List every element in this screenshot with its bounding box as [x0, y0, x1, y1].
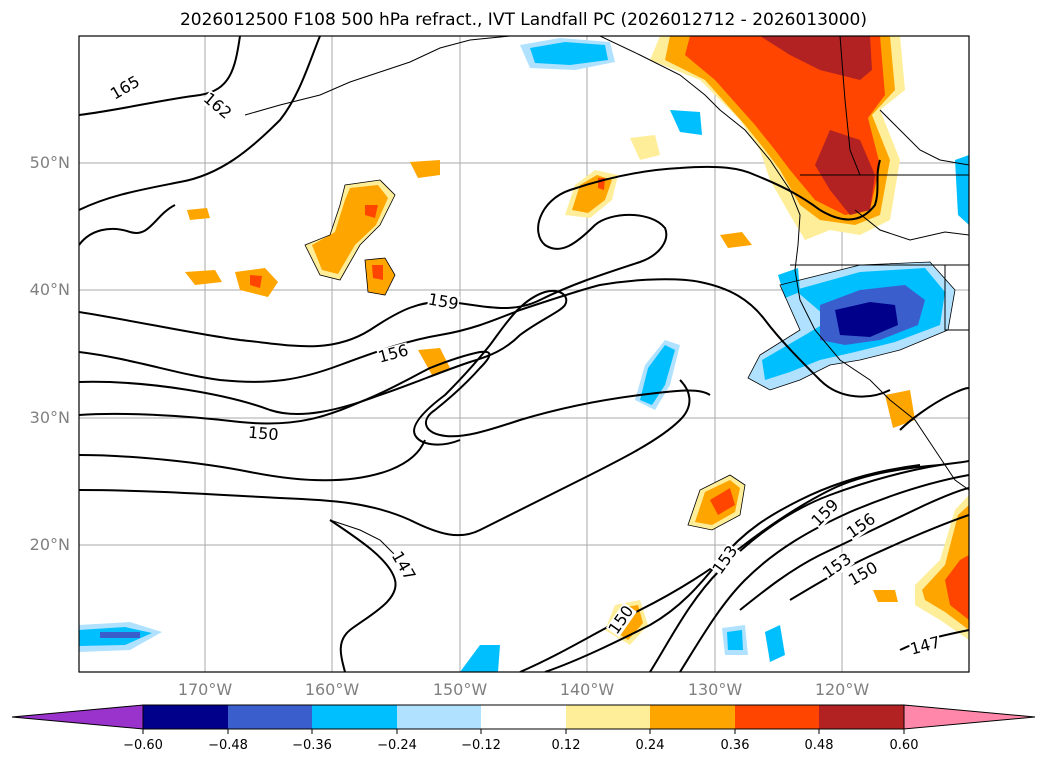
map-title: 2026012500 F108 500 hPa refract., IVT La… — [179, 10, 867, 30]
lat-label-20n: 20°N — [29, 535, 70, 554]
colorbar-tick-8: 0.36 — [720, 738, 750, 753]
lat-label-40n: 40°N — [29, 280, 70, 299]
lon-label-140w: 140°W — [559, 680, 615, 699]
lat-label-50n: 50°N — [29, 153, 70, 172]
colorbar-tick-1: −0.60 — [123, 738, 163, 753]
map-plot-area — [79, 36, 969, 672]
colorbar-tick-2: −0.48 — [208, 738, 248, 753]
colorbar-tick-3: −0.36 — [292, 738, 332, 753]
lat-label-30n: 30°N — [29, 408, 70, 427]
map-frame — [78, 35, 970, 673]
colorbar-tick-7: 0.24 — [635, 738, 665, 753]
lon-label-130w: 130°W — [687, 680, 743, 699]
lon-label-150w: 150°W — [432, 680, 488, 699]
lon-label-170w: 170°W — [177, 680, 233, 699]
lon-label-120w: 120°W — [814, 680, 870, 699]
colorbar-tick-6: 0.12 — [551, 738, 581, 753]
colorbar-tick-9: 0.48 — [804, 738, 834, 753]
lon-label-160w: 160°W — [304, 680, 360, 699]
coastlines — [244, 36, 969, 556]
colorbar-tick-4: −0.24 — [377, 738, 417, 753]
colorbar — [11, 704, 1036, 734]
colorbar-tick-10: 0.60 — [889, 738, 919, 753]
colorbar-tick-5: −0.12 — [461, 738, 501, 753]
